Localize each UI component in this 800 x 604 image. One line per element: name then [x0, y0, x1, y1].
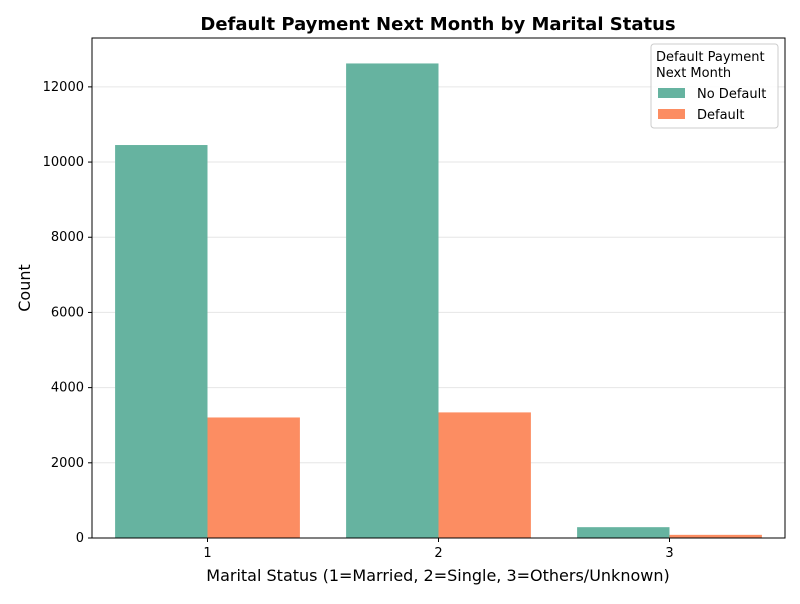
legend-swatch-default [658, 109, 685, 119]
y-tick-label: 10000 [43, 155, 84, 170]
tick-labels: 0 2000 4000 6000 8000 10000 12000 1 2 3 [43, 80, 674, 561]
bars [115, 63, 762, 539]
legend-label: No Default [697, 87, 766, 102]
y-tick-label: 0 [76, 531, 84, 546]
y-axis-label: Count [15, 264, 34, 312]
chart-title: Default Payment Next Month by Marital St… [200, 14, 675, 35]
x-tick-label: 3 [665, 546, 673, 561]
x-tick-label: 1 [203, 546, 211, 561]
axes [88, 37, 786, 542]
y-tick-label: 12000 [43, 80, 84, 95]
y-tick-label: 4000 [51, 381, 84, 396]
bar-no-default-3 [577, 527, 670, 538]
x-axis-label: Marital Status (1=Married, 2=Single, 3=O… [206, 566, 669, 585]
y-tick-label: 6000 [51, 305, 84, 320]
bar-default-2 [438, 412, 531, 538]
legend: Default Payment Next Month No Default Defau… [650, 43, 779, 129]
legend-label: Default [697, 108, 745, 123]
legend-title: Default Payment Next Month [656, 50, 765, 81]
bar-no-default-1 [115, 145, 208, 538]
plot-frame [91, 37, 786, 539]
bar-no-default-2 [346, 63, 439, 539]
y-tick-label: 8000 [51, 230, 84, 245]
x-tick-label: 2 [434, 546, 442, 561]
bar-default-1 [207, 417, 300, 538]
legend-swatch-no-default [658, 88, 685, 98]
legend-box [650, 43, 779, 129]
y-tick-label: 2000 [51, 456, 84, 471]
bar-default-3 [669, 534, 762, 538]
